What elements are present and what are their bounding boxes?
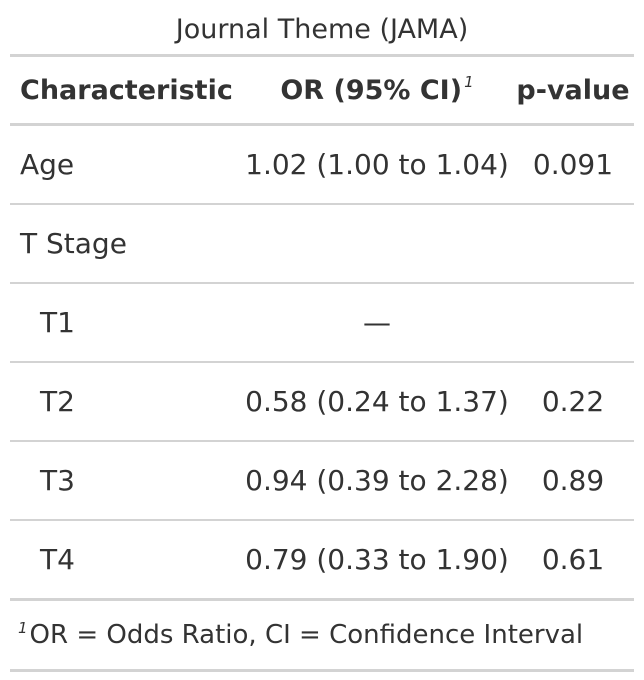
row-label: Age (10, 124, 242, 205)
row-pvalue: 0.61 (541, 543, 605, 576)
footnote-text: OR = Odds Ratio, CI = Confidence Interva… (29, 620, 584, 650)
footnote-row: 1OR = Odds Ratio, CI = Confidence Interv… (10, 598, 634, 671)
row-pvalue (512, 204, 634, 284)
table-header: Characteristic OR (95% CI) 1 p-value (10, 55, 634, 126)
row-or-ci: 0.79 (0.33 to 1.90) (245, 543, 509, 576)
summary-table: Characteristic OR (95% CI) 1 p-value Age … (10, 54, 634, 672)
summary-table-container: Journal Theme (JAMA) Characteristic OR (… (10, 0, 634, 672)
row-or-ci: 0.58 (0.24 to 1.37) (242, 362, 512, 442)
footnote-mark: 1 (464, 72, 474, 91)
row-pvalue (512, 283, 634, 363)
table-row: T3 0.94 (0.39 to 2.28) 0.89 (10, 441, 634, 521)
column-header-characteristic: Characteristic (10, 55, 242, 126)
table-row: Age 1.02 (1.00 to 1.04) 0.091 (10, 124, 634, 205)
table-body: Age 1.02 (1.00 to 1.04) 0.091 T Stage T1… (10, 124, 634, 600)
footnote: 1OR = Odds Ratio, CI = Confidence Interv… (10, 598, 634, 671)
row-label: T4 (40, 543, 75, 576)
table-caption: Journal Theme (JAMA) (175, 14, 469, 45)
row-label: T2 (10, 362, 242, 442)
row-pvalue: 0.091 (512, 124, 634, 205)
row-or-ci: — (242, 283, 512, 363)
row-or-ci (242, 204, 512, 284)
column-header-or-label: OR (95% CI) (280, 74, 463, 106)
column-header-pvalue: p-value (512, 55, 634, 126)
column-header-or: OR (95% CI) 1 (242, 55, 512, 126)
row-pvalue: 0.89 (512, 441, 634, 521)
table-row: T1 — (10, 283, 634, 363)
table-row: T Stage (10, 204, 634, 284)
row-or-ci: 1.02 (1.00 to 1.04) (242, 124, 512, 205)
header-row: Characteristic OR (95% CI) 1 p-value (10, 55, 634, 126)
row-pvalue: 0.22 (512, 362, 634, 442)
table-row: T2 0.58 (0.24 to 1.37) 0.22 (10, 362, 634, 442)
table-footer: 1OR = Odds Ratio, CI = Confidence Interv… (10, 598, 634, 671)
table-row: T4 0.79 (0.33 to 1.90) 0.61 (10, 520, 634, 600)
row-label: T Stage (10, 204, 242, 284)
footnote-mark: 1 (18, 619, 28, 637)
row-label: T3 (10, 441, 242, 521)
row-or-ci: 0.94 (0.39 to 2.28) (242, 441, 512, 521)
row-label: T1 (10, 283, 242, 363)
